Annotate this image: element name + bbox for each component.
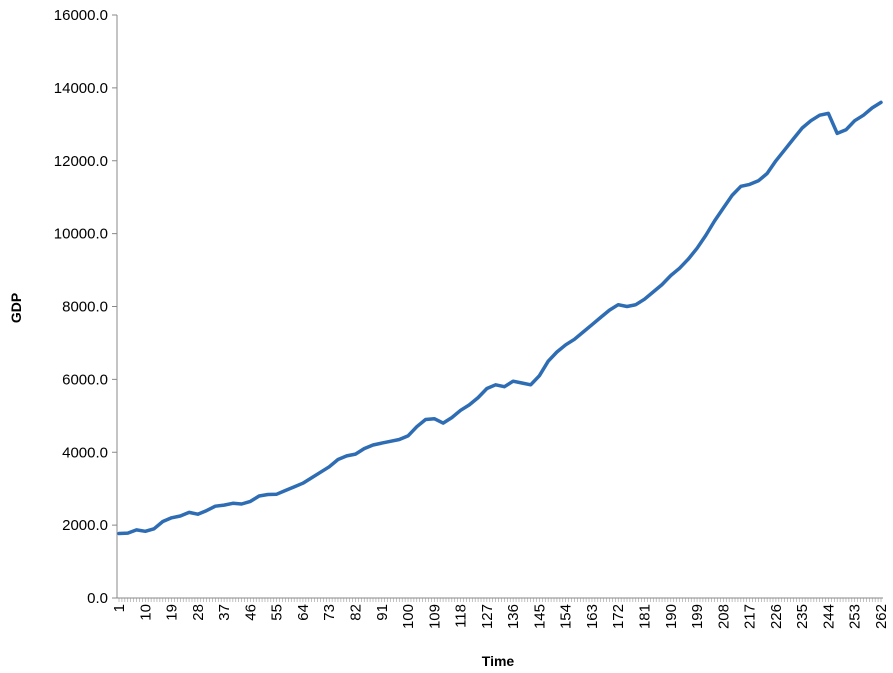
- x-tick-label: 28: [190, 604, 207, 621]
- x-tick-label: 109: [426, 604, 443, 629]
- x-tick-label: 55: [269, 604, 286, 621]
- y-tick-label: 12000.0: [54, 153, 108, 170]
- x-tick-label: 100: [400, 604, 417, 629]
- y-axis-title: GDP: [8, 293, 24, 323]
- x-tick-label: 199: [689, 604, 706, 629]
- x-tick-label: 208: [715, 604, 732, 629]
- x-tick-label: 145: [531, 604, 548, 629]
- x-tick-label: 91: [374, 604, 391, 621]
- y-tick-label: 16000.0: [54, 7, 108, 24]
- x-tick-label: 262: [873, 604, 890, 629]
- y-tick-label: 0.0: [87, 590, 108, 607]
- y-tick-label: 6000.0: [62, 371, 108, 388]
- x-tick-label: 181: [637, 604, 654, 629]
- x-tick-label: 154: [558, 604, 575, 629]
- y-tick-label: 10000.0: [54, 226, 108, 243]
- x-tick-label: 163: [584, 604, 601, 629]
- x-tick-label: 226: [768, 604, 785, 629]
- y-tick-label: 4000.0: [62, 444, 108, 461]
- x-tick-label: 172: [610, 604, 627, 629]
- y-axis-ticks: 0.0 2000.0 4000.0 6000.0 8000.0 10000.0 12000.…: [54, 7, 117, 607]
- x-tick-label: 127: [479, 604, 496, 629]
- x-tick-label: 19: [164, 604, 181, 621]
- x-tick-label: 190: [663, 604, 680, 629]
- y-tick-label: 14000.0: [54, 80, 108, 97]
- y-tick-label: 8000.0: [62, 299, 108, 316]
- x-tick-label: 217: [742, 604, 759, 629]
- x-tick-label: 37: [216, 604, 233, 621]
- x-tick-label: 118: [453, 604, 470, 628]
- x-tick-label: 82: [347, 604, 364, 621]
- x-tick-label: 244: [820, 604, 837, 629]
- x-tick-label: 10: [137, 604, 154, 621]
- x-axis-ticks: 1 10 19 28 37 46 55 64 73 82 91 100 109 118 127 136 145 1…: [111, 598, 890, 629]
- x-tick-label: 46: [242, 604, 259, 621]
- x-tick-label: 73: [321, 604, 338, 621]
- x-tick-label: 235: [794, 604, 811, 629]
- x-tick-label: 1: [111, 604, 128, 612]
- x-tick-label: 136: [505, 604, 522, 629]
- x-tick-label: 253: [847, 604, 864, 629]
- x-axis-title: Time: [482, 653, 515, 669]
- x-tick-label: 64: [295, 604, 312, 621]
- y-tick-label: 2000.0: [62, 517, 108, 534]
- gdp-series-line: [117, 100, 883, 536]
